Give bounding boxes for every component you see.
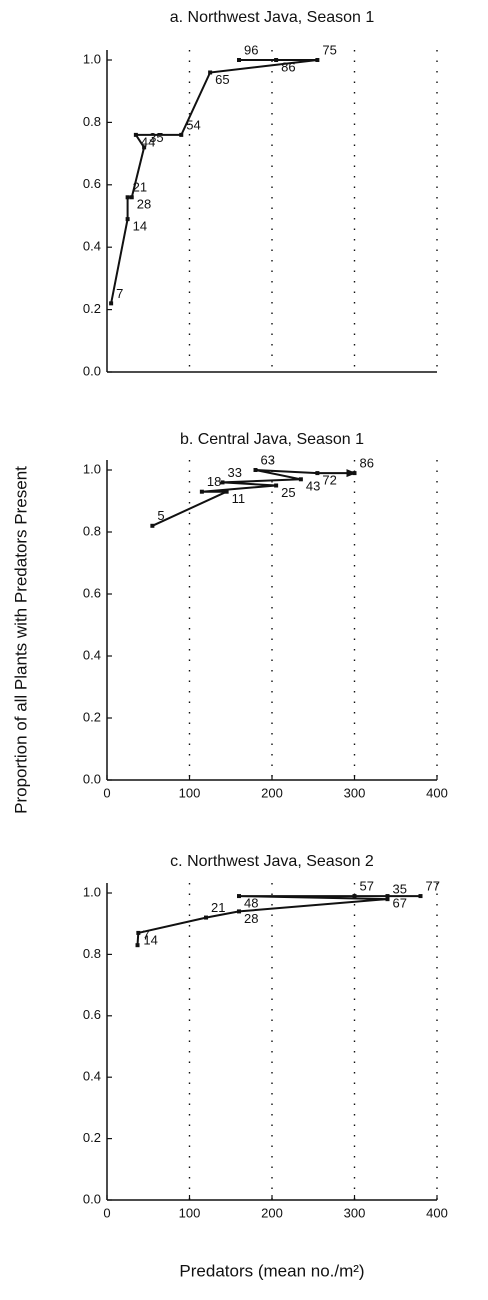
y-tick-label: 0.0 (83, 771, 101, 786)
point-label: 44 (141, 134, 155, 149)
x-tick-label: 100 (179, 1205, 201, 1220)
data-point (385, 894, 390, 899)
data-point (237, 894, 241, 899)
point-label: 35 (149, 130, 163, 145)
y-tick-label: 1.0 (83, 461, 101, 476)
y-tick-label: 0.2 (83, 1130, 101, 1145)
y-tick-label: 0.8 (83, 114, 101, 129)
y-axis-label: Proportion of all Plants with Predators … (11, 466, 30, 814)
point-label: 25 (281, 485, 295, 500)
data-point (220, 480, 225, 485)
data-point (150, 523, 155, 528)
point-label: 63 (261, 452, 275, 467)
point-label: 18 (207, 474, 221, 489)
data-point (253, 468, 258, 472)
data-point (274, 483, 279, 488)
y-tick-label: 0.6 (83, 176, 101, 191)
data-line (136, 895, 421, 946)
point-label: 86 (360, 456, 374, 471)
point-label: 33 (228, 465, 242, 480)
data-point (136, 930, 141, 935)
data-point (125, 217, 130, 222)
y-tick-label: 1.0 (83, 51, 101, 66)
x-axis-label: Predators (mean no./m²) (179, 1261, 364, 1280)
panel-title: c. Northwest Java, Season 2 (170, 853, 374, 870)
point-label: 72 (322, 473, 336, 488)
point-label: 28 (137, 197, 151, 212)
x-tick-label: 200 (261, 785, 283, 800)
data-point (133, 132, 138, 137)
x-tick-label: 200 (261, 1205, 283, 1220)
y-tick-label: 0.6 (83, 585, 101, 600)
y-tick-label: 0.8 (83, 523, 101, 538)
point-label: 48 (244, 896, 258, 911)
point-label: 21 (133, 180, 147, 195)
point-label: 35 (393, 882, 407, 897)
point-label: 7 (143, 928, 150, 943)
point-label: 14 (143, 932, 157, 947)
y-tick-label: 0.4 (83, 1069, 101, 1084)
data-point (199, 489, 204, 494)
point-label: 11 (232, 491, 246, 506)
y-tick-label: 0.4 (83, 239, 101, 254)
data-point (135, 943, 140, 948)
y-tick-label: 1.0 (83, 884, 101, 899)
data-point (315, 58, 320, 62)
data-point (385, 897, 390, 902)
data-point (237, 58, 241, 62)
point-label: 14 (133, 219, 147, 234)
x-tick-label: 300 (344, 1205, 366, 1220)
panel-title: b. Central Java, Season 1 (180, 431, 364, 448)
data-point (352, 894, 357, 899)
point-label: 21 (211, 900, 225, 915)
y-tick-label: 0.4 (83, 647, 101, 662)
x-tick-label: 0 (103, 785, 110, 800)
y-tick-label: 0.2 (83, 709, 101, 724)
data-point (179, 132, 184, 137)
point-label: 75 (322, 42, 336, 57)
x-tick-label: 0 (103, 1205, 110, 1220)
data-point (125, 195, 130, 200)
point-label: 77 (426, 879, 440, 894)
data-point (298, 477, 303, 482)
y-tick-label: 0.6 (83, 1007, 101, 1022)
point-label: 7 (116, 286, 123, 301)
panel-title: a. Northwest Java, Season 1 (170, 9, 375, 26)
point-label: 43 (306, 479, 320, 494)
point-label: 57 (360, 879, 374, 894)
point-label: 5 (157, 508, 164, 523)
data-point (315, 471, 320, 476)
data-point (208, 70, 213, 75)
data-point (274, 58, 279, 62)
data-point (204, 915, 208, 920)
y-tick-label: 0.0 (83, 363, 101, 378)
data-point (224, 489, 229, 494)
point-label: 54 (186, 117, 200, 132)
y-tick-label: 0.8 (83, 946, 101, 961)
point-label: 96 (244, 42, 258, 57)
x-tick-label: 300 (344, 785, 366, 800)
data-point (352, 471, 357, 476)
data-point (109, 301, 114, 306)
x-tick-label: 400 (426, 785, 448, 800)
point-label: 28 (244, 911, 258, 926)
y-tick-label: 0.0 (83, 1191, 101, 1206)
point-label: 67 (393, 896, 407, 911)
data-point (418, 894, 423, 899)
point-label: 65 (215, 72, 229, 87)
data-point (237, 909, 241, 914)
x-tick-label: 100 (179, 785, 201, 800)
data-point (129, 195, 134, 200)
data-point (142, 145, 147, 150)
y-tick-label: 0.2 (83, 301, 101, 316)
x-tick-label: 400 (426, 1205, 448, 1220)
point-label: 86 (281, 59, 295, 74)
